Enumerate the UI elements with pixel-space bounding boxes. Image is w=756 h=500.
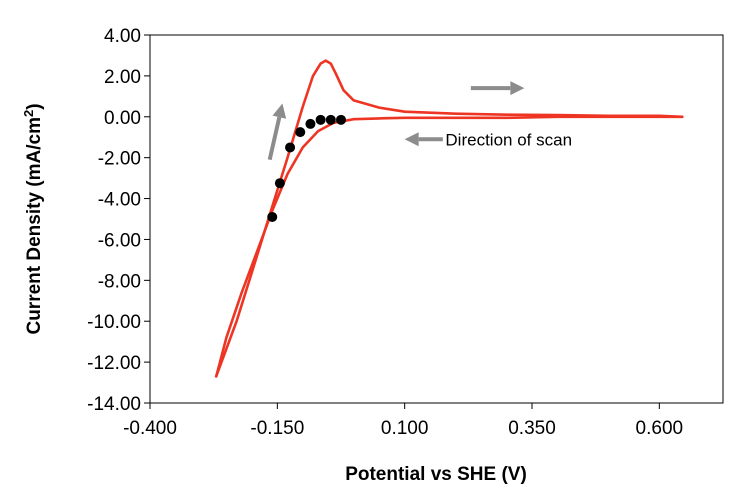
data-point <box>274 178 285 189</box>
y-axis-title: Current Density (mA/cm2) <box>21 103 45 334</box>
direction-arrow <box>470 81 525 96</box>
data-point <box>305 118 316 129</box>
data-point <box>315 114 326 125</box>
y-tick-label: 0.00 <box>104 108 141 129</box>
x-tick-label: 0.600 <box>636 418 684 439</box>
arrow-layer <box>267 81 525 161</box>
cv-scan-line-1 <box>214 59 684 378</box>
cv-scan-line-2 <box>214 115 684 378</box>
data-point <box>325 114 336 125</box>
y-tick-label: -4.00 <box>98 190 141 211</box>
data-point <box>295 127 306 138</box>
y-tick-label: -10.00 <box>87 312 141 333</box>
direction-arrow-head <box>272 103 287 119</box>
y-axis-title-end: ) <box>24 103 45 109</box>
y-tick-label: 4.00 <box>104 26 141 47</box>
data-point <box>285 142 296 153</box>
y-tick-label: -14.00 <box>87 394 141 415</box>
direction-arrow-head <box>404 132 419 147</box>
x-tick-label: -0.400 <box>123 418 177 439</box>
x-axis-title: Potential vs SHE (V) <box>345 464 527 485</box>
x-tick-label: 0.100 <box>381 418 429 439</box>
y-tick-label: -8.00 <box>98 271 141 292</box>
x-tick-label: -0.150 <box>250 418 304 439</box>
plot-area-frame <box>149 34 724 404</box>
y-tick-label: -6.00 <box>98 230 141 251</box>
direction-arrow-shaft <box>267 116 282 161</box>
y-axis-title-main: Current Density (mA/cm <box>24 117 45 335</box>
direction-arrow-head <box>510 81 525 96</box>
y-tick-label: -12.00 <box>87 353 141 374</box>
y-tick-label: -2.00 <box>98 149 141 170</box>
series-layer <box>214 59 684 378</box>
y-axis-title-superscript: 2 <box>21 110 36 117</box>
direction-arrow <box>404 132 443 147</box>
x-tick-label: 0.350 <box>508 418 556 439</box>
y-axis-ticks: 4.00 2.00 0.00 -2.00 -4.00 -6.00 -8.00 -10.00 -1… <box>87 26 150 415</box>
annotation-layer: Direction of scan <box>445 130 572 149</box>
annotation-direction-of-scan: Direction of scan <box>445 130 572 149</box>
data-point <box>336 114 346 125</box>
x-axis-ticks: -0.400 -0.150 0.100 0.350 0.600 <box>123 403 683 439</box>
direction-arrow <box>267 103 287 161</box>
y-tick-label: 2.00 <box>104 67 141 88</box>
data-point <box>267 211 278 222</box>
